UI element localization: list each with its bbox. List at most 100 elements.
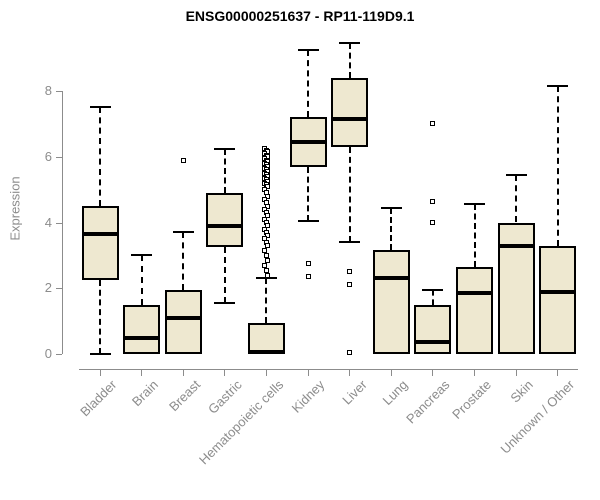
median-line <box>541 289 575 294</box>
x-tick <box>390 369 392 376</box>
outlier-point <box>265 257 271 263</box>
upper-whisker-cap <box>547 85 569 88</box>
x-tick-label: Breast <box>165 377 203 415</box>
upper-whisker-cap <box>464 203 486 206</box>
y-tick <box>56 156 62 158</box>
lower-whisker <box>223 247 226 304</box>
upper-whisker <box>99 107 101 207</box>
median-line <box>291 139 325 144</box>
outlier-point <box>347 349 353 355</box>
upper-whisker <box>431 289 434 305</box>
upper-whisker-cap <box>505 173 527 176</box>
x-axis-line <box>79 369 578 370</box>
box-rect <box>331 77 369 147</box>
x-tick <box>349 369 351 376</box>
x-tick-label: Kidney <box>289 377 328 416</box>
outlier-point <box>262 262 268 268</box>
upper-whisker <box>182 232 185 290</box>
x-tick <box>224 369 226 376</box>
outlier-point <box>262 247 268 253</box>
box-rect <box>247 322 285 354</box>
y-tick-label: 6 <box>44 148 52 164</box>
outlier-point <box>305 261 311 267</box>
upper-whisker-cap <box>422 288 444 291</box>
box-rect <box>372 250 410 354</box>
median-line <box>125 335 159 340</box>
outlier-point <box>305 274 311 280</box>
median-line <box>208 223 242 228</box>
outlier-point <box>347 282 353 288</box>
outlier-point <box>265 213 271 219</box>
x-tick-label: Prostate <box>449 377 495 422</box>
outlier-point <box>265 203 271 209</box>
y-tick <box>56 288 62 290</box>
outlier-point <box>265 233 271 239</box>
lower-whisker <box>99 280 101 354</box>
median-line <box>458 291 492 296</box>
outlier-point <box>430 121 436 127</box>
y-tick-label: 2 <box>44 280 52 296</box>
y-tick <box>56 354 62 355</box>
y-tick-label: 8 <box>44 83 52 98</box>
upper-whisker <box>223 148 226 193</box>
median-line <box>333 116 367 121</box>
median-line <box>83 232 117 236</box>
outlier-point <box>265 193 271 199</box>
median-line <box>249 350 283 355</box>
outlier-point <box>180 157 186 163</box>
x-tick-label: Pancreas <box>403 377 453 427</box>
median-line <box>499 243 533 248</box>
outlier-point <box>347 269 353 275</box>
lower-whisker-cap <box>339 241 361 244</box>
upper-whisker-cap <box>339 42 361 45</box>
x-tick <box>432 369 434 376</box>
x-tick-label: Unknown / Other <box>497 377 578 457</box>
y-tick-label: 0 <box>44 346 52 361</box>
lower-whisker-cap <box>89 353 111 355</box>
lower-whisker <box>307 166 310 221</box>
upper-whisker-cap <box>214 147 236 150</box>
upper-whisker-cap <box>131 254 153 257</box>
median-line <box>416 340 450 345</box>
upper-whisker <box>556 86 559 246</box>
box-rect <box>81 206 119 281</box>
box-rect <box>497 222 535 354</box>
upper-whisker <box>265 278 268 323</box>
x-tick <box>307 369 309 376</box>
box-rect <box>539 245 577 354</box>
lower-whisker <box>348 146 351 243</box>
upper-whisker-cap <box>297 48 319 51</box>
y-tick <box>56 91 62 92</box>
outlier-point <box>263 267 269 273</box>
upper-whisker <box>307 49 310 118</box>
upper-whisker-cap <box>172 231 194 234</box>
x-tick-label: Brain <box>129 377 162 410</box>
outlier-point <box>265 272 271 278</box>
x-tick-label: Lung <box>379 377 411 409</box>
x-tick-label: Skin <box>507 377 536 406</box>
outlier-point <box>430 220 436 225</box>
median-line <box>374 276 408 281</box>
outlier-point <box>430 198 436 204</box>
x-tick-label: Bladder <box>77 377 120 420</box>
box-rect <box>456 266 494 354</box>
chart-title: ENSG00000251637 - RP11-119D9.1 <box>185 8 415 24</box>
upper-whisker-cap <box>89 106 111 109</box>
x-tick <box>474 369 476 376</box>
upper-whisker <box>473 204 476 267</box>
box-rect <box>414 304 452 354</box>
x-tick <box>141 369 143 376</box>
y-tick-label: 4 <box>44 214 52 230</box>
upper-whisker <box>140 255 143 305</box>
y-axis-label: Expression <box>7 176 23 241</box>
upper-whisker-cap <box>380 206 402 209</box>
upper-whisker <box>515 174 518 223</box>
box-rect <box>206 192 244 248</box>
upper-whisker <box>348 43 351 78</box>
lower-whisker-cap <box>214 302 236 305</box>
outlier-point <box>265 183 271 189</box>
y-tick <box>56 222 62 224</box>
x-tick-label: Liver <box>338 377 370 408</box>
lower-whisker-cap <box>297 219 319 222</box>
x-tick <box>265 369 267 376</box>
